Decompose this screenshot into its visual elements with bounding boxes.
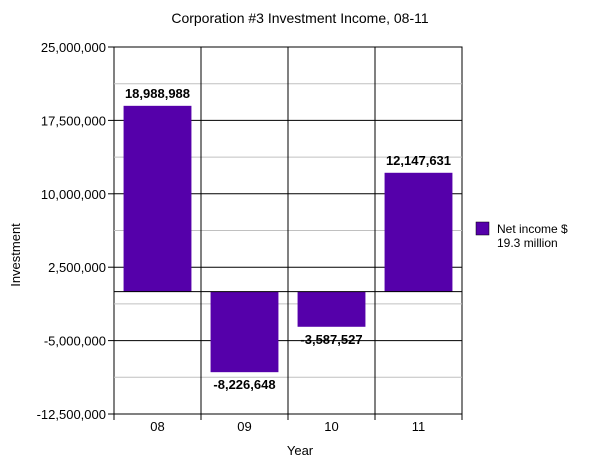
y-tick-label: 25,000,000 — [41, 40, 106, 55]
legend-swatch — [475, 221, 490, 236]
y-tick-label: -5,000,000 — [44, 334, 106, 349]
data-label-09: -8,226,648 — [213, 377, 275, 392]
bar-08 — [123, 105, 192, 292]
x-tick-label-08: 08 — [150, 419, 164, 434]
data-labels: 18,988,988 -8,226,648 -3,587,527 12,147,631 — [125, 86, 451, 392]
data-label-10: -3,587,527 — [300, 332, 362, 347]
x-tick-label-10: 10 — [324, 419, 338, 434]
y-tick-labels: -12,500,000 -5,000,000 2,500,000 10,000,000… — [37, 40, 106, 422]
y-axis-title: Investment — [8, 223, 23, 287]
x-axis-title: Year — [287, 443, 314, 458]
chart-title: Corporation #3 Investment Income, 08-11 — [171, 10, 429, 26]
legend-line-1: Net income $ — [497, 222, 568, 236]
bar-11 — [384, 172, 453, 292]
x-tick-label-09: 09 — [237, 419, 251, 434]
legend: Net income $ 19.3 million — [475, 221, 568, 250]
data-label-08: 18,988,988 — [125, 86, 190, 101]
x-tick-label-11: 11 — [412, 419, 426, 434]
bar-09 — [210, 291, 279, 373]
x-tick-labels: 08 09 10 11 — [150, 419, 425, 434]
bars — [123, 105, 453, 373]
legend-line-2: 19.3 million — [497, 236, 558, 250]
bar-10 — [297, 291, 366, 327]
y-tick-label: 2,500,000 — [48, 260, 106, 275]
data-label-11: 12,147,631 — [386, 153, 451, 168]
y-tick-label: 17,500,000 — [41, 113, 106, 128]
y-tick-label: 10,000,000 — [41, 187, 106, 202]
y-tick-label: -12,500,000 — [37, 407, 106, 422]
